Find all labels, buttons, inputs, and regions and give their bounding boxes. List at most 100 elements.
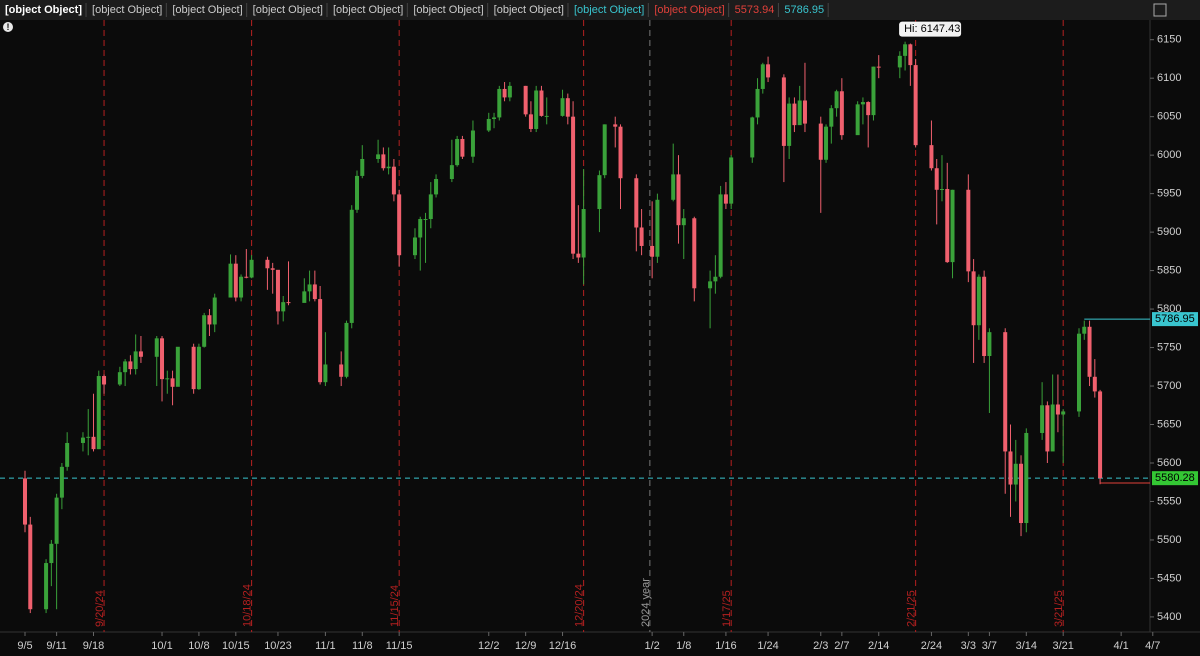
- candle-body: [1008, 451, 1013, 485]
- candle-body: [412, 237, 417, 256]
- candle-body: [202, 315, 207, 347]
- candle-body: [91, 436, 96, 450]
- header-item: [object Object]: [172, 4, 242, 16]
- y-tick-label: 5700: [1157, 380, 1181, 392]
- candle-body: [523, 85, 528, 115]
- candle-body: [44, 563, 49, 610]
- candle-body: [539, 90, 544, 116]
- x-tick-label: 11/15: [386, 640, 413, 652]
- candle-body: [560, 98, 565, 116]
- candle-body: [502, 88, 507, 98]
- candle-body: [275, 269, 280, 312]
- candle-body: [339, 364, 344, 377]
- candle-body: [802, 100, 807, 124]
- candle-body: [207, 315, 212, 325]
- candle-body: [497, 88, 502, 118]
- candle-body: [1013, 463, 1018, 485]
- level-price-box: [1152, 312, 1198, 327]
- candle-body: [718, 194, 723, 277]
- y-tick-label: 5450: [1157, 572, 1181, 584]
- candle-body: [460, 138, 465, 157]
- candle-body: [913, 65, 918, 146]
- candle-body: [233, 263, 238, 298]
- event-label: 3/21/25: [1053, 590, 1065, 627]
- candle-body: [766, 64, 771, 78]
- candle-body: [239, 276, 244, 298]
- x-tick-label: 12/16: [549, 640, 577, 652]
- y-tick-label: 5950: [1157, 188, 1181, 200]
- candle-body: [360, 158, 365, 176]
- candle-body: [908, 44, 913, 66]
- header-level: 5786.95: [784, 4, 824, 16]
- candle-body: [96, 376, 101, 450]
- candle-body: [1045, 405, 1050, 452]
- candle-body: [133, 351, 138, 370]
- x-tick-label: 10/1: [151, 640, 172, 652]
- candle-body: [128, 361, 133, 370]
- alert-icon[interactable]: [3, 22, 13, 32]
- candle-body: [286, 302, 291, 304]
- candle-body: [349, 209, 354, 323]
- header-item: [object Object]: [333, 4, 403, 16]
- last-price-label: 5580.28: [1155, 472, 1195, 484]
- x-tick-label: 10/23: [264, 640, 292, 652]
- hi-label: Hi: 6147.43: [904, 23, 960, 35]
- candle-body: [829, 108, 834, 127]
- candle-body: [897, 55, 902, 68]
- candle-body: [939, 189, 944, 191]
- candle-body: [1024, 432, 1029, 524]
- candle-body: [344, 322, 349, 377]
- candle-body: [249, 259, 254, 278]
- candle-body: [418, 219, 423, 238]
- candle-body: [507, 85, 512, 98]
- candle-body: [903, 44, 908, 56]
- candle-body: [655, 199, 660, 257]
- candle-body: [729, 157, 734, 204]
- window-icon[interactable]: [1153, 3, 1167, 17]
- x-tick-label: 9/5: [17, 640, 32, 652]
- candle-body: [528, 114, 533, 129]
- candle-body: [1087, 326, 1092, 377]
- candle-body: [671, 174, 676, 200]
- candle-body: [59, 466, 64, 498]
- candle-body: [265, 259, 270, 269]
- candle-body: [681, 218, 686, 226]
- header-item: [object Object]: [92, 4, 162, 16]
- candle-body: [376, 154, 381, 159]
- candle-body: [676, 174, 681, 226]
- candle-body: [634, 178, 639, 228]
- candle-body: [934, 168, 939, 190]
- candle-body: [723, 194, 728, 204]
- candle-body: [971, 271, 976, 326]
- candle-body: [355, 175, 360, 210]
- candle-body: [270, 268, 275, 270]
- candle-body: [449, 165, 454, 180]
- header-level: 5573.94: [735, 4, 775, 16]
- candle-body: [976, 276, 981, 326]
- candle-body: [323, 364, 328, 383]
- candle-body: [470, 130, 475, 157]
- candle-body: [1082, 326, 1087, 334]
- hi-box: [899, 21, 962, 37]
- candle-body: [950, 189, 955, 263]
- candle-body: [855, 104, 860, 136]
- y-tick-label: 6100: [1157, 72, 1181, 84]
- candle-body: [28, 524, 33, 610]
- candle-body: [597, 175, 602, 210]
- candle-body: [966, 189, 971, 272]
- candle-body: [65, 442, 70, 467]
- candle-body: [866, 102, 871, 116]
- candle-body: [692, 218, 697, 289]
- candle-body: [755, 88, 760, 118]
- candle-body: [797, 100, 802, 126]
- y-tick-label: 6150: [1157, 34, 1181, 46]
- candle-body: [834, 91, 839, 109]
- x-tick-label: 3/3: [961, 640, 976, 652]
- candle-body: [391, 166, 396, 195]
- x-tick-label: 10/8: [188, 640, 209, 652]
- header-item: [object Object]: [654, 4, 724, 16]
- candle-body: [818, 123, 823, 160]
- x-tick-label: 1/8: [676, 640, 691, 652]
- y-tick-label: 5750: [1157, 341, 1181, 353]
- x-tick-label: 9/11: [46, 640, 67, 652]
